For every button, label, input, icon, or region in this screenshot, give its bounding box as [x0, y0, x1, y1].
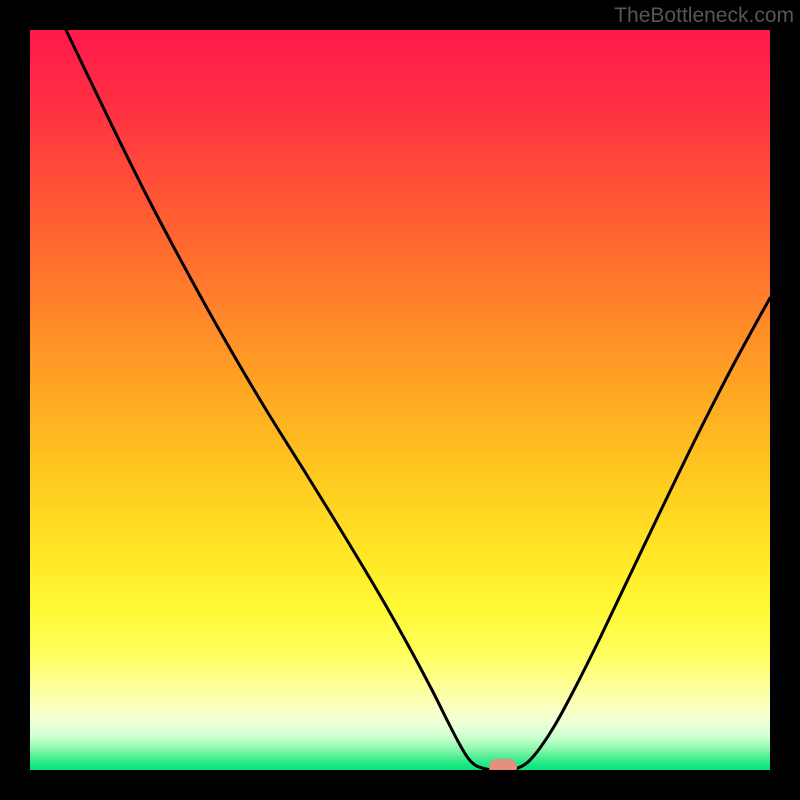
bottleneck-curve	[30, 30, 770, 770]
chart-frame: TheBottleneck.com	[0, 0, 800, 800]
minimum-marker	[489, 759, 517, 770]
plot-area	[30, 30, 770, 770]
watermark-text: TheBottleneck.com	[614, 4, 794, 28]
